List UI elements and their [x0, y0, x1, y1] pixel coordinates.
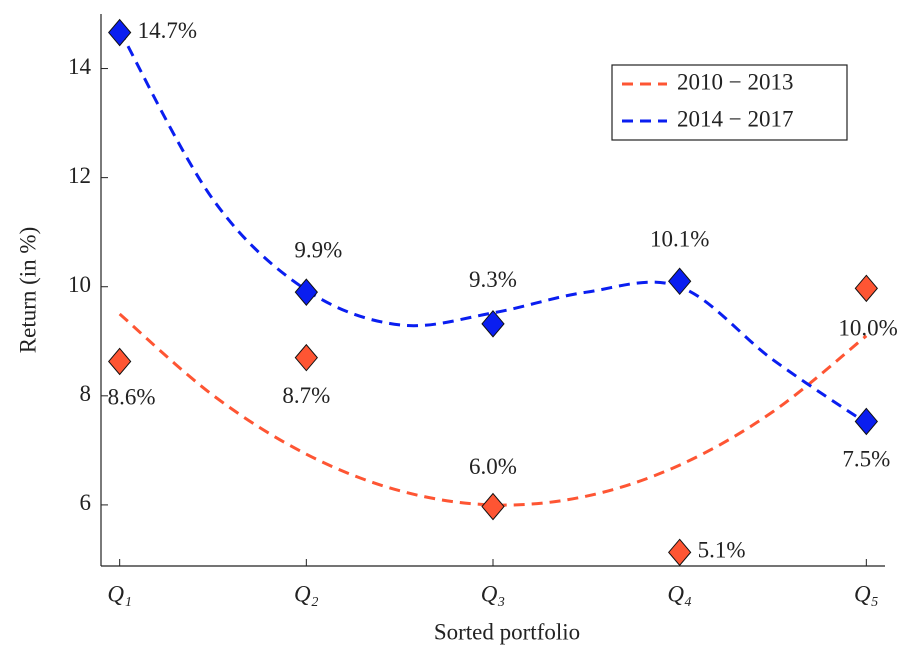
y-tick-label: 10 [68, 272, 91, 297]
diamond-marker [481, 492, 505, 521]
diamond-marker [108, 18, 132, 47]
legend-label: 2010 − 2013 [677, 69, 793, 94]
value-label: 9.3% [469, 267, 517, 292]
diamond-marker [668, 267, 692, 296]
y-tick-label: 14 [68, 54, 92, 79]
x-tick-label: Q₄ [667, 581, 692, 606]
y-tick-label: 12 [68, 163, 91, 188]
x-tick-label: Q₁ [107, 581, 132, 606]
x-tick-label: Q₂ [294, 581, 319, 606]
y-tick-label: 6 [80, 490, 92, 515]
diamond-marker [668, 538, 692, 567]
value-label: 14.7% [138, 18, 197, 43]
y-tick-label: 8 [80, 381, 92, 406]
value-label: 6.0% [469, 454, 517, 479]
value-label: 5.1% [698, 538, 746, 563]
diamond-marker [294, 278, 318, 306]
legend-box [611, 64, 848, 141]
value-label: 8.6% [108, 385, 156, 410]
value-label: 7.5% [842, 447, 890, 472]
value-label: 8.7% [282, 383, 330, 408]
value-label: 9.9% [294, 237, 342, 262]
diamond-marker [108, 347, 132, 376]
x-tick-label: Q₅ [854, 581, 879, 606]
y-axis-label: Return (in %) [15, 227, 40, 353]
diamond-marker [481, 310, 505, 338]
x-axis-label: Sorted portfolio [434, 619, 580, 644]
diamond-marker [854, 274, 878, 303]
value-label: 10.0% [838, 316, 897, 341]
value-label: 10.1% [650, 227, 709, 252]
diamond-marker [294, 343, 318, 372]
fit-line [118, 312, 868, 507]
legend-label: 2014 − 2017 [677, 106, 793, 131]
x-tick-label: Q₃ [481, 581, 506, 606]
fit-line [118, 29, 868, 425]
diamond-marker [854, 407, 878, 436]
